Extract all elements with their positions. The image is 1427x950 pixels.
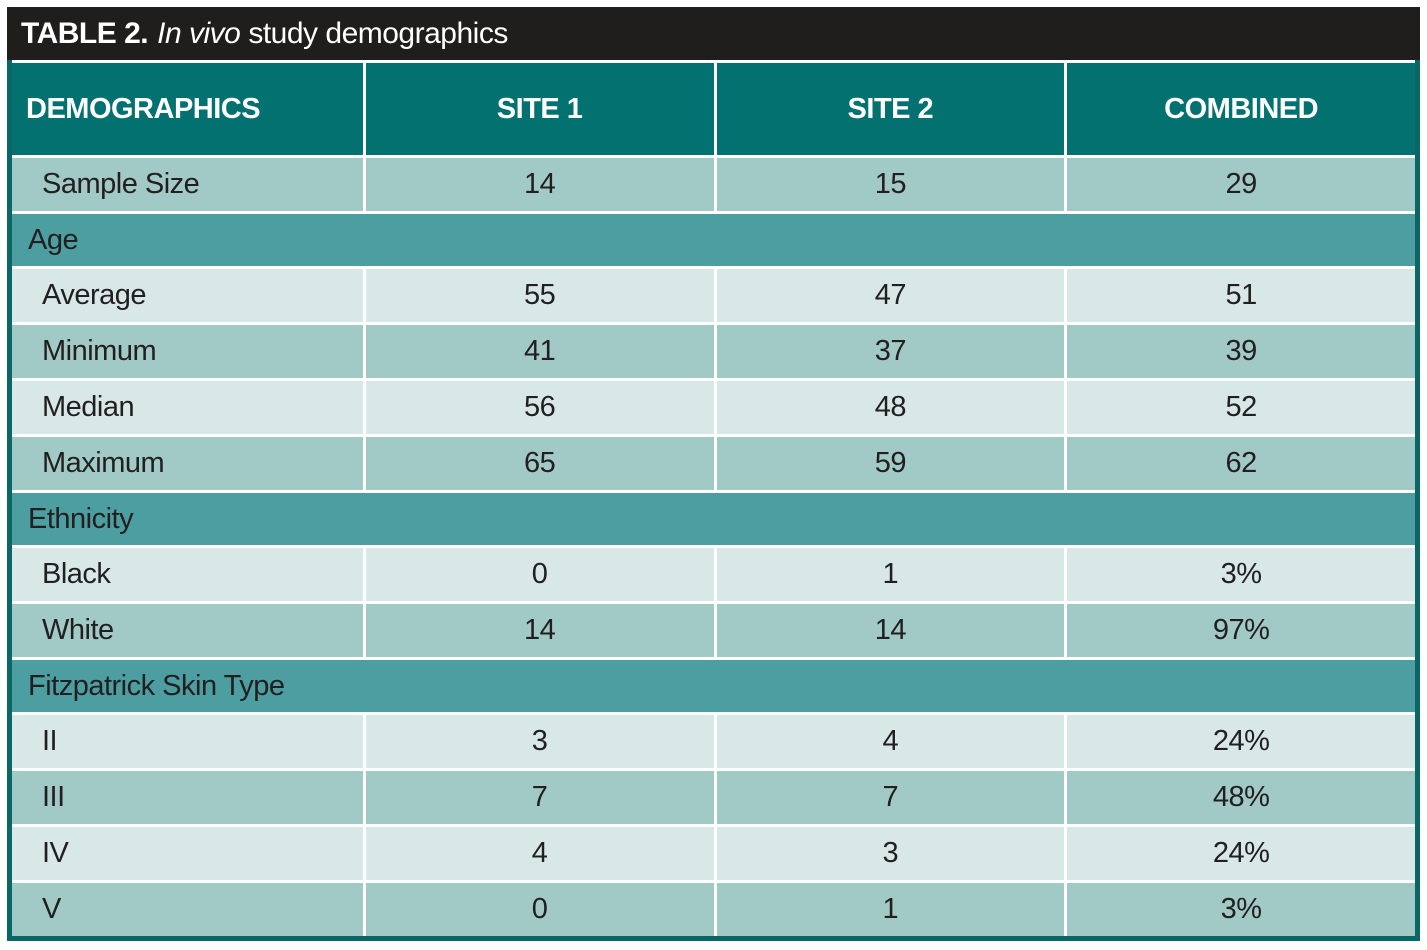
section-row: Ethnicity: [12, 493, 1415, 545]
row-label: Sample Size: [12, 158, 363, 211]
table-title-italic: In vivo: [157, 16, 241, 50]
table-row: Average 55 47 51: [12, 269, 1415, 322]
section-row: Age: [12, 214, 1415, 266]
column-header-site1: SITE 1: [362, 63, 714, 155]
cell-value: 29: [1064, 158, 1415, 211]
table-row: II 3 4 24%: [12, 715, 1415, 768]
section-label: Age: [28, 223, 79, 256]
table-title-bar: TABLE 2. In vivo study demographics: [7, 7, 1420, 60]
cell-value: 3: [713, 827, 1065, 880]
column-header-combined: COMBINED: [1064, 63, 1415, 155]
column-header-site2: SITE 2: [713, 63, 1065, 155]
cell-value: 1: [713, 883, 1065, 936]
section-label: Ethnicity: [28, 502, 134, 535]
row-label: II: [12, 715, 363, 768]
table-row: IV 4 3 24%: [12, 827, 1415, 880]
cell-value: 51: [1064, 269, 1415, 322]
cell-value: 48: [713, 381, 1065, 434]
cell-value: 14: [362, 158, 714, 211]
table-row: V 0 1 3%: [12, 883, 1415, 936]
table-number: TABLE 2.: [21, 16, 149, 50]
column-header-demographics: DEMOGRAPHICS: [12, 63, 363, 155]
table-row: Median 56 48 52: [12, 381, 1415, 434]
row-label: Median: [12, 381, 363, 434]
cell-value: 24%: [1064, 715, 1415, 768]
row-label: Average: [12, 269, 363, 322]
cell-value: 14: [362, 604, 714, 657]
table-row: Maximum 65 59 62: [12, 437, 1415, 490]
cell-value: 55: [362, 269, 714, 322]
cell-value: 37: [713, 325, 1065, 378]
cell-value: 7: [713, 771, 1065, 824]
cell-value: 47: [713, 269, 1065, 322]
cell-value: 4: [362, 827, 714, 880]
cell-value: 65: [362, 437, 714, 490]
cell-value: 0: [362, 548, 714, 601]
table-row: White 14 14 97%: [12, 604, 1415, 657]
row-label: Black: [12, 548, 363, 601]
cell-value: 97%: [1064, 604, 1415, 657]
table-row: Black 0 1 3%: [12, 548, 1415, 601]
cell-value: 1: [713, 548, 1065, 601]
cell-value: 24%: [1064, 827, 1415, 880]
cell-value: 3%: [1064, 883, 1415, 936]
cell-value: 3: [362, 715, 714, 768]
section-label: Fitzpatrick Skin Type: [28, 669, 285, 702]
cell-value: 7: [362, 771, 714, 824]
table-row: III 7 7 48%: [12, 771, 1415, 824]
table-title-text: study demographics: [248, 16, 508, 50]
row-label: V: [12, 883, 363, 936]
table-rows: Sample Size 14 15 29 Age Average 55 47 51 Minimum…: [12, 158, 1415, 936]
cell-value: 39: [1064, 325, 1415, 378]
table-header-row: DEMOGRAPHICS SITE 1 SITE 2 COMBINED: [12, 63, 1415, 155]
row-label: White: [12, 604, 363, 657]
cell-value: 15: [713, 158, 1065, 211]
cell-value: 56: [362, 381, 714, 434]
row-label: IV: [12, 827, 363, 880]
cell-value: 48%: [1064, 771, 1415, 824]
cell-value: 0: [362, 883, 714, 936]
cell-value: 3%: [1064, 548, 1415, 601]
cell-value: 14: [713, 604, 1065, 657]
table-row: Minimum 41 37 39: [12, 325, 1415, 378]
demographics-table: TABLE 2. In vivo study demographics DEMO…: [7, 7, 1420, 941]
row-label: Maximum: [12, 437, 363, 490]
cell-value: 4: [713, 715, 1065, 768]
cell-value: 62: [1064, 437, 1415, 490]
cell-value: 59: [713, 437, 1065, 490]
table-row: Sample Size 14 15 29: [12, 158, 1415, 211]
row-label: Minimum: [12, 325, 363, 378]
cell-value: 41: [362, 325, 714, 378]
row-label: III: [12, 771, 363, 824]
section-row: Fitzpatrick Skin Type: [12, 660, 1415, 712]
cell-value: 52: [1064, 381, 1415, 434]
